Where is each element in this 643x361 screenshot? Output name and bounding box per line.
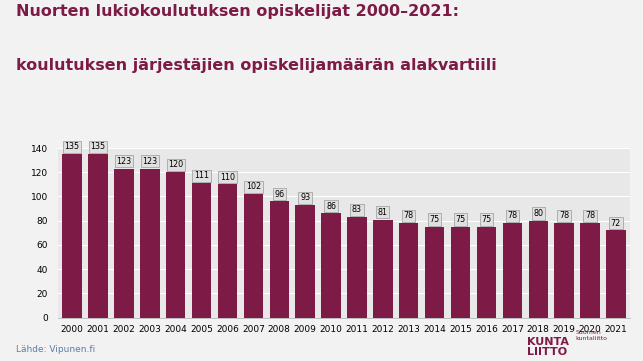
Bar (425, 227, 444, 318)
Bar (62, 154, 82, 318)
Text: 78: 78 (559, 212, 569, 220)
Bar (140, 169, 159, 318)
Text: Lähde: Vipunen.fi: Lähde: Vipunen.fi (16, 345, 95, 354)
Bar (114, 169, 134, 318)
Text: 83: 83 (352, 205, 362, 214)
Text: 120: 120 (168, 161, 183, 169)
Bar (166, 172, 185, 318)
Text: KUNTA: KUNTA (527, 336, 569, 347)
Text: 78: 78 (507, 212, 518, 220)
Bar (606, 230, 626, 318)
Text: 78: 78 (585, 212, 595, 220)
Text: Suomen
kuntaliitto: Suomen kuntaliitto (575, 330, 608, 341)
Bar (295, 205, 315, 318)
Text: 96: 96 (274, 190, 284, 199)
Bar (373, 219, 393, 318)
Bar (88, 154, 108, 318)
Text: 123: 123 (116, 157, 131, 166)
Text: 123: 123 (142, 157, 158, 166)
Bar (347, 217, 367, 318)
Bar (244, 194, 263, 318)
Text: 135: 135 (64, 142, 80, 151)
Bar (451, 227, 470, 318)
Bar (476, 227, 496, 318)
Bar (554, 223, 574, 318)
Bar (192, 183, 212, 318)
Text: 75: 75 (455, 215, 466, 224)
Text: 81: 81 (378, 208, 388, 217)
Bar (580, 223, 600, 318)
Bar (529, 221, 548, 318)
Text: 80: 80 (533, 209, 543, 218)
Text: 110: 110 (220, 173, 235, 182)
Bar (503, 223, 522, 318)
Bar (269, 201, 289, 318)
Text: 102: 102 (246, 182, 261, 191)
Bar (322, 213, 341, 318)
Text: 111: 111 (194, 171, 209, 180)
Text: 78: 78 (404, 212, 414, 220)
Text: Nuorten lukiokoulutuksen opiskelijat 2000–2021:: Nuorten lukiokoulutuksen opiskelijat 200… (16, 4, 459, 19)
Text: 93: 93 (300, 193, 310, 202)
Bar (218, 184, 237, 318)
Text: 75: 75 (482, 215, 491, 224)
Text: LIITTO: LIITTO (527, 347, 567, 357)
Text: koulutuksen järjestäjien opiskelijamäärän alakvartiili: koulutuksen järjestäjien opiskelijamäärä… (16, 58, 497, 73)
Text: 75: 75 (430, 215, 440, 224)
Text: 86: 86 (326, 202, 336, 211)
Text: 72: 72 (611, 219, 621, 228)
Text: 135: 135 (91, 142, 105, 151)
Bar (399, 223, 419, 318)
